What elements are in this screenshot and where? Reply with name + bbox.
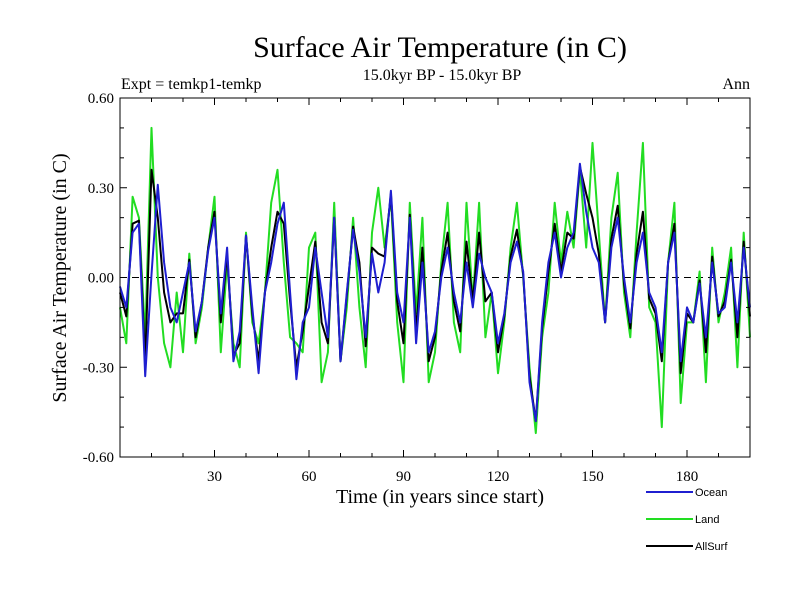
experiment-label: Expt = temkp1-temkp (121, 76, 262, 93)
x-tick-label: 180 (676, 469, 699, 485)
legend-label-allsurf: AllSurf (695, 541, 728, 553)
x-tick-label: 60 (302, 469, 317, 485)
y-tick-label: 0.60 (88, 91, 114, 107)
x-tick-label: 150 (581, 469, 604, 485)
chart-subtitle: 15.0kyr BP - 15.0kyr BP (363, 67, 522, 84)
series-line-land (119, 126, 751, 435)
legend: Ocean Land AllSurf (646, 487, 728, 553)
x-tick-label: 90 (396, 469, 411, 485)
season-label: Ann (722, 76, 750, 93)
x-axis: 30 60 90 120 150 180 (151, 98, 719, 485)
plot-area (119, 97, 751, 458)
legend-label-land: Land (695, 514, 719, 526)
y-axis-label: Surface Air Temperature (in C) (49, 153, 71, 402)
series-line-ocean (119, 162, 751, 423)
chart-title: Surface Air Temperature (in C) (253, 31, 627, 64)
y-tick-label: -0.30 (83, 360, 114, 376)
y-tick-label: 0.30 (88, 181, 114, 197)
legend-label-ocean: Ocean (695, 487, 727, 499)
x-tick-label: 120 (487, 469, 510, 485)
x-axis-label: Time (in years since start) (336, 486, 544, 508)
y-tick-label: 0.00 (88, 271, 114, 287)
y-axis: -0.60 -0.30 0.00 0.30 0.60 (83, 91, 750, 466)
y-tick-label: -0.60 (83, 450, 114, 466)
series-layer (119, 126, 751, 435)
x-tick-label: 30 (207, 469, 222, 485)
